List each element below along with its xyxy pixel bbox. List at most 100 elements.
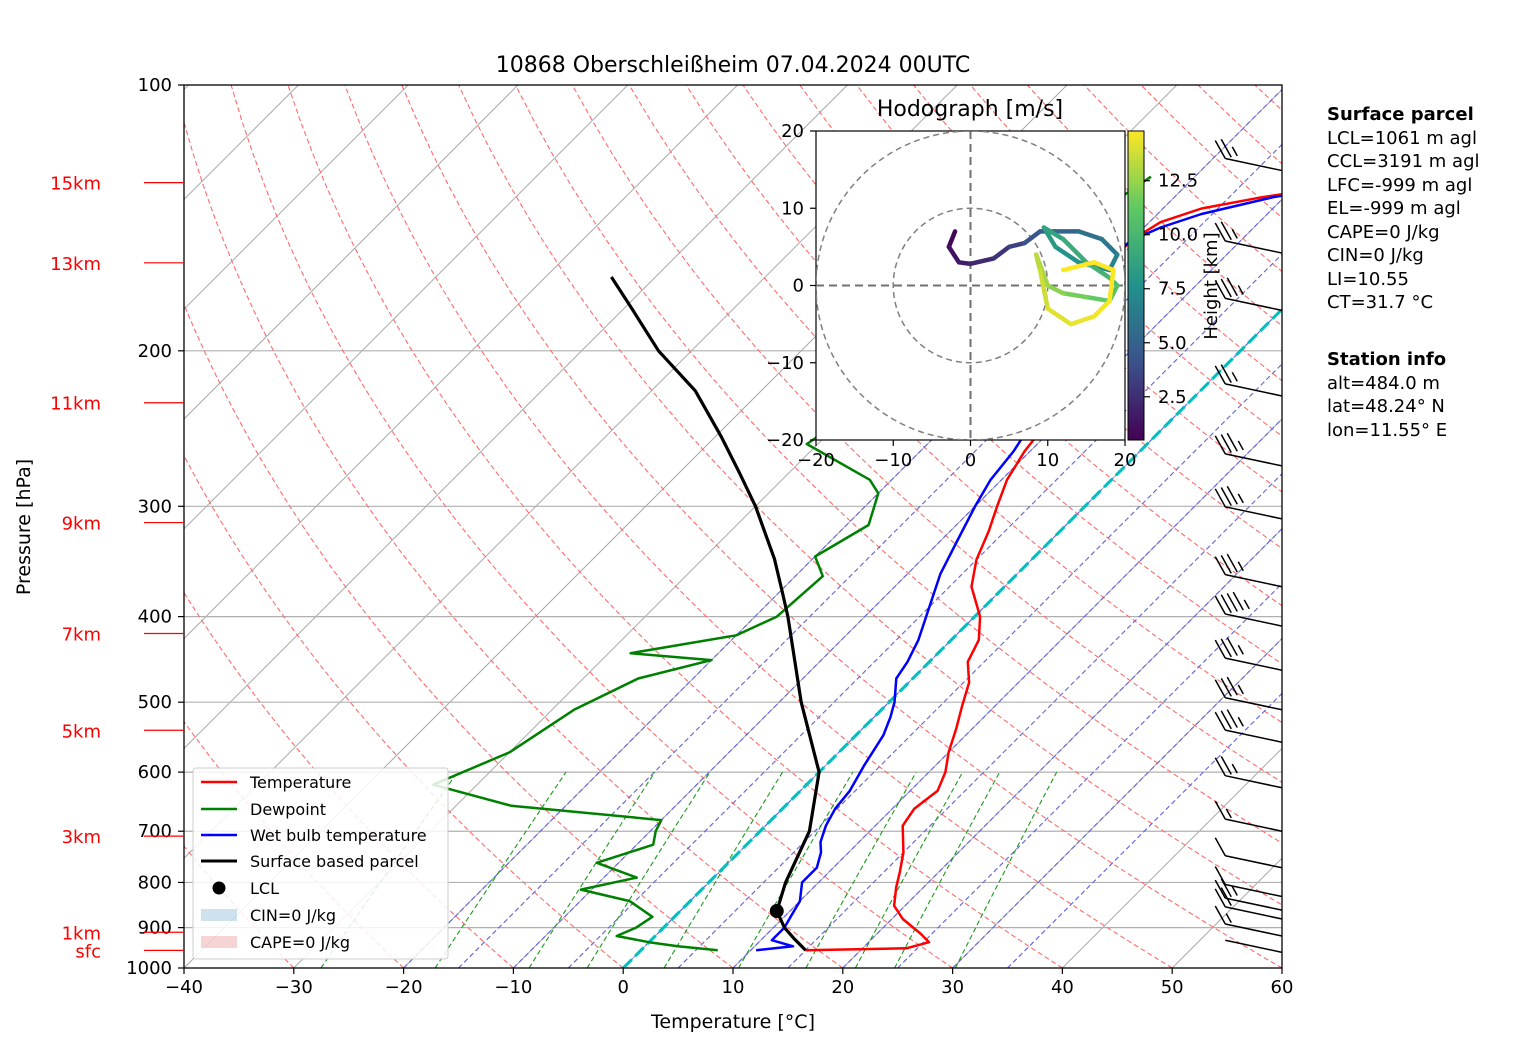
wind-barb	[1214, 485, 1283, 520]
barb-flag	[1220, 554, 1232, 574]
barb-flag	[1214, 639, 1226, 659]
mixing-ratio-line	[434, 771, 567, 968]
hodograph-segment	[1091, 260, 1116, 273]
x-tick-label: 20	[831, 977, 854, 998]
barb-flag	[1220, 487, 1232, 506]
height-label: 15km	[50, 174, 101, 195]
moist-adiabat	[1007, 692, 1282, 968]
parcel-lcl: LCL=1061 m agl	[1327, 127, 1477, 149]
hodograph-segment	[1045, 283, 1066, 296]
hodograph-segment	[1022, 229, 1043, 246]
barb-staff	[1225, 657, 1283, 671]
mixing-ratio-line	[663, 771, 784, 968]
y-tick-label: 1000	[126, 958, 172, 979]
barb-half-flag	[1225, 808, 1232, 819]
barb-half-flag	[1231, 371, 1238, 382]
y-axis-label: Pressure [hPa]	[13, 459, 35, 595]
wind-barbs	[1214, 138, 1283, 954]
moist-adiabat	[513, 198, 1282, 968]
moist-adiabat	[787, 473, 1282, 968]
hodograph-segment	[1041, 225, 1066, 242]
barb-flag	[1220, 364, 1232, 383]
isotherm	[184, 85, 519, 420]
dry-adiabat	[344, 85, 1173, 968]
mixing-ratio-lines	[320, 771, 1058, 968]
barb-flag	[1214, 879, 1226, 899]
y-tick-label: 100	[138, 75, 172, 96]
barb-flag	[1220, 594, 1232, 614]
barb-flag	[1220, 756, 1232, 775]
dry-adiabat	[184, 303, 734, 968]
legend-dewpoint: Dewpoint	[250, 800, 326, 819]
hodograph-segment	[1084, 294, 1112, 304]
barb-half-flag	[1237, 644, 1244, 655]
barb-flag	[1220, 678, 1232, 697]
x-tick-label: −40	[165, 977, 203, 998]
barb-flag	[1232, 591, 1244, 611]
barb-flag	[1220, 887, 1232, 906]
barb-flag	[1226, 676, 1238, 696]
x-tick-label: −20	[385, 977, 423, 998]
barb-flag	[1220, 138, 1232, 158]
parcel-cin: CIN=0 J/kg	[1327, 245, 1424, 266]
hodograph-segment	[946, 229, 958, 250]
legend-lcl: LCL	[250, 879, 279, 898]
barb-flag	[1226, 637, 1238, 656]
colorbar-label: Height [km]	[1201, 232, 1222, 339]
hodograph-segment	[1045, 306, 1074, 327]
legend-swatch-cape	[201, 936, 237, 948]
barb-flag	[1214, 222, 1226, 242]
barb-flag	[1214, 757, 1226, 777]
barb-flag	[1214, 800, 1226, 820]
hodograph-segment	[1068, 314, 1097, 327]
surface-parcel-heading: Surface parcel	[1327, 104, 1474, 125]
hodograph-y-tick-label: −20	[766, 430, 804, 451]
x-tick-label: 0	[617, 977, 628, 998]
hodograph-title: Hodograph [m/s]	[877, 97, 1063, 122]
y-tick-label: 400	[138, 607, 172, 628]
x-tick-label: 40	[1051, 977, 1074, 998]
legend-cape: CAPE=0 J/kg	[250, 933, 350, 952]
isotherm	[184, 85, 409, 310]
wind-barb	[1214, 756, 1283, 789]
barb-flag	[1214, 488, 1226, 508]
barb-staff	[1225, 729, 1283, 743]
barb-half-flag	[1231, 146, 1238, 157]
isobar-lines	[184, 350, 1282, 929]
barb-half-flag	[1231, 229, 1238, 239]
barb-staff	[1225, 774, 1283, 789]
wind-barb	[1214, 221, 1283, 254]
hodograph-segment	[1053, 244, 1081, 265]
height-label: 5km	[62, 721, 101, 742]
height-label: 1km	[62, 923, 101, 944]
y-axis-ticks: 100 200 300 400 500 600 700 800 900 1000	[126, 75, 184, 979]
legend: Temperature Dewpoint Wet bulb temperatur…	[192, 767, 449, 960]
wind-barb	[1214, 591, 1283, 627]
wind-barb	[1214, 800, 1283, 832]
hodograph-ticks: −20−20 −10 −10 0 0 10 10 20 20	[766, 121, 1136, 471]
moist-adiabat	[897, 582, 1282, 968]
hodograph-x-tick-label: 10	[1036, 450, 1059, 471]
hodograph-x-tick-label: 20	[1114, 450, 1137, 471]
hodograph-segment	[1060, 260, 1097, 273]
height-label: sfc	[75, 941, 101, 962]
barb-flag	[1226, 485, 1238, 505]
parcel-ccl: CCL=3191 m agl	[1327, 151, 1480, 172]
x-axis-label: Temperature [°C]	[650, 1011, 815, 1033]
barb-flag	[1226, 709, 1238, 728]
barb-staff	[1225, 573, 1283, 588]
barb-flag	[1214, 866, 1226, 885]
legend-cin: CIN=0 J/kg	[250, 906, 336, 925]
barb-flag	[1226, 553, 1238, 573]
legend-box	[192, 767, 449, 960]
barb-flag	[1220, 278, 1232, 298]
barb-staff	[1225, 240, 1283, 254]
barb-staff	[1225, 883, 1283, 898]
barb-staff	[1225, 383, 1283, 397]
barb-flag	[1214, 888, 1226, 908]
isotherm	[184, 85, 738, 640]
hodograph-segment	[1076, 229, 1105, 242]
wind-barb	[1214, 277, 1283, 312]
lcl-marker-group	[769, 904, 784, 919]
